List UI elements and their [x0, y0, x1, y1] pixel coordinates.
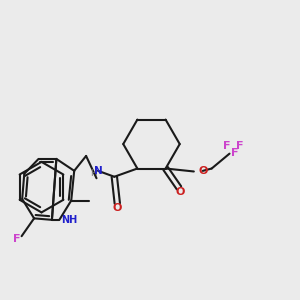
Text: O: O: [112, 203, 122, 213]
Text: N: N: [94, 166, 102, 176]
Text: O: O: [175, 187, 184, 197]
Text: O: O: [198, 166, 208, 176]
Text: F: F: [223, 141, 230, 151]
Text: F: F: [231, 148, 238, 158]
Text: NH: NH: [61, 215, 77, 225]
Text: F: F: [236, 141, 244, 151]
Text: F: F: [14, 234, 21, 244]
Text: H: H: [90, 169, 97, 178]
